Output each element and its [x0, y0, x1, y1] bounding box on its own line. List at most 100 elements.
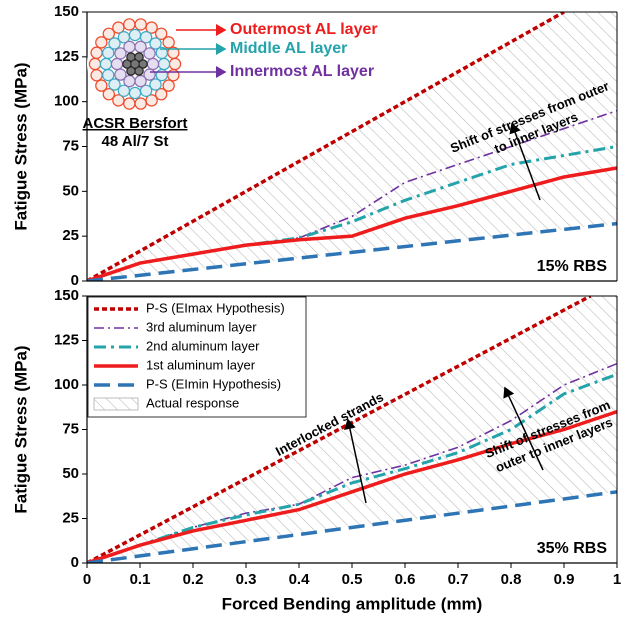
- series-line: [87, 221, 617, 281]
- strand: [154, 88, 168, 101]
- y-tick-label: 150: [54, 287, 79, 304]
- legend-swatch: [93, 397, 139, 411]
- plot-area: [87, 12, 617, 281]
- y-axis-label: Fatigue Stress (MPa): [11, 345, 30, 513]
- strand: [139, 31, 153, 44]
- series-line: [87, 109, 617, 281]
- legend-label: 3rd aluminum layer: [146, 319, 257, 334]
- strand: [117, 84, 131, 97]
- strand: [128, 28, 142, 42]
- x-tick-label: 0.8: [501, 571, 522, 588]
- strand: [155, 46, 168, 60]
- strand: [110, 57, 124, 71]
- strand: [145, 21, 158, 34]
- x-tick-label: 0.4: [289, 571, 311, 588]
- x-tick-label: 0.9: [554, 571, 575, 588]
- strand: [134, 18, 147, 31]
- series-line: [87, 372, 617, 563]
- annotation-arrow: [344, 418, 367, 504]
- strand: [95, 36, 108, 49]
- strand: [134, 74, 147, 88]
- y-tick-label: 0: [71, 554, 79, 571]
- strand: [90, 46, 103, 59]
- x-tick-label: 0.2: [183, 571, 204, 588]
- strand: [162, 79, 175, 92]
- y-tick-label: 100: [54, 93, 79, 110]
- legend-label: 2nd aluminum layer: [146, 338, 260, 353]
- annotation-arrow: [503, 386, 544, 471]
- x-tick-label: 0.3: [236, 571, 257, 588]
- y-tick-label: 0: [71, 272, 79, 289]
- strand: [114, 47, 127, 60]
- y-tick-label: 25: [62, 227, 79, 244]
- legend-label: P-S (EImax Hypothesis): [146, 300, 285, 315]
- strand: [102, 27, 116, 40]
- strand: [154, 27, 168, 40]
- legend-label: Actual response: [146, 395, 239, 410]
- series-line: [87, 296, 592, 563]
- y-tick-label: 75: [62, 420, 79, 437]
- strand: [123, 18, 136, 31]
- inset-label: Middle AL layer: [230, 40, 347, 57]
- x-tick-label: 0.1: [130, 571, 151, 588]
- legend-label: 1st aluminum layer: [146, 357, 256, 372]
- annotation-arrow: [509, 122, 541, 201]
- x-tick-label: 0.6: [395, 571, 416, 588]
- strand: [134, 40, 147, 54]
- strand: [123, 74, 136, 88]
- x-tick-label: 0: [83, 571, 91, 588]
- strand: [114, 68, 127, 81]
- series-line: [87, 12, 565, 281]
- y-tick-label: 25: [62, 509, 79, 526]
- panel-label: 35% RBS: [537, 540, 608, 557]
- strand: [99, 57, 113, 71]
- strand: [168, 57, 182, 71]
- x-tick-label: 0.7: [448, 571, 469, 588]
- x-axis-label: Forced Bending amplitude (mm): [222, 594, 483, 613]
- series-line: [87, 166, 617, 281]
- y-tick-label: 125: [54, 48, 79, 65]
- strand: [162, 36, 175, 49]
- strand: [134, 97, 147, 110]
- strand: [102, 88, 116, 101]
- strand: [108, 78, 121, 91]
- legend-label: P-S (EImin Hypothesis): [146, 376, 281, 391]
- strand: [149, 78, 162, 91]
- inset-caption: 48 Al/7 St: [102, 133, 169, 150]
- strand: [157, 57, 171, 71]
- y-tick-label: 50: [62, 465, 79, 482]
- strand: [128, 86, 142, 100]
- strand: [90, 69, 103, 82]
- panel-label: 15% RBS: [537, 258, 608, 275]
- strand: [149, 37, 162, 50]
- y-tick-label: 150: [54, 3, 79, 20]
- strand: [146, 57, 160, 71]
- y-axis-label: Fatigue Stress (MPa): [11, 62, 30, 230]
- strand: [123, 40, 136, 54]
- strand: [88, 57, 102, 71]
- x-tick-label: 0.5: [342, 571, 363, 588]
- strand: [123, 97, 136, 110]
- y-tick-label: 50: [62, 182, 79, 199]
- legend-box: [87, 296, 307, 418]
- strand: [112, 94, 125, 107]
- strand: [102, 68, 115, 82]
- strand: [134, 52, 144, 62]
- inset-caption: ACSR Bersfort: [82, 115, 187, 132]
- y-tick-label: 125: [54, 331, 79, 348]
- strand: [102, 46, 115, 60]
- strand: [143, 47, 156, 60]
- x-tick-label: 1: [613, 571, 621, 588]
- series-line: [87, 490, 617, 563]
- strand: [130, 59, 140, 69]
- strand: [112, 21, 125, 34]
- inset-label: Outermost AL layer: [230, 21, 378, 38]
- strand: [108, 37, 121, 50]
- inset-label: Innermost AL layer: [230, 63, 374, 80]
- y-tick-label: 100: [54, 376, 79, 393]
- series-line: [87, 145, 617, 281]
- hatch-region: [87, 12, 617, 281]
- strand: [95, 79, 108, 92]
